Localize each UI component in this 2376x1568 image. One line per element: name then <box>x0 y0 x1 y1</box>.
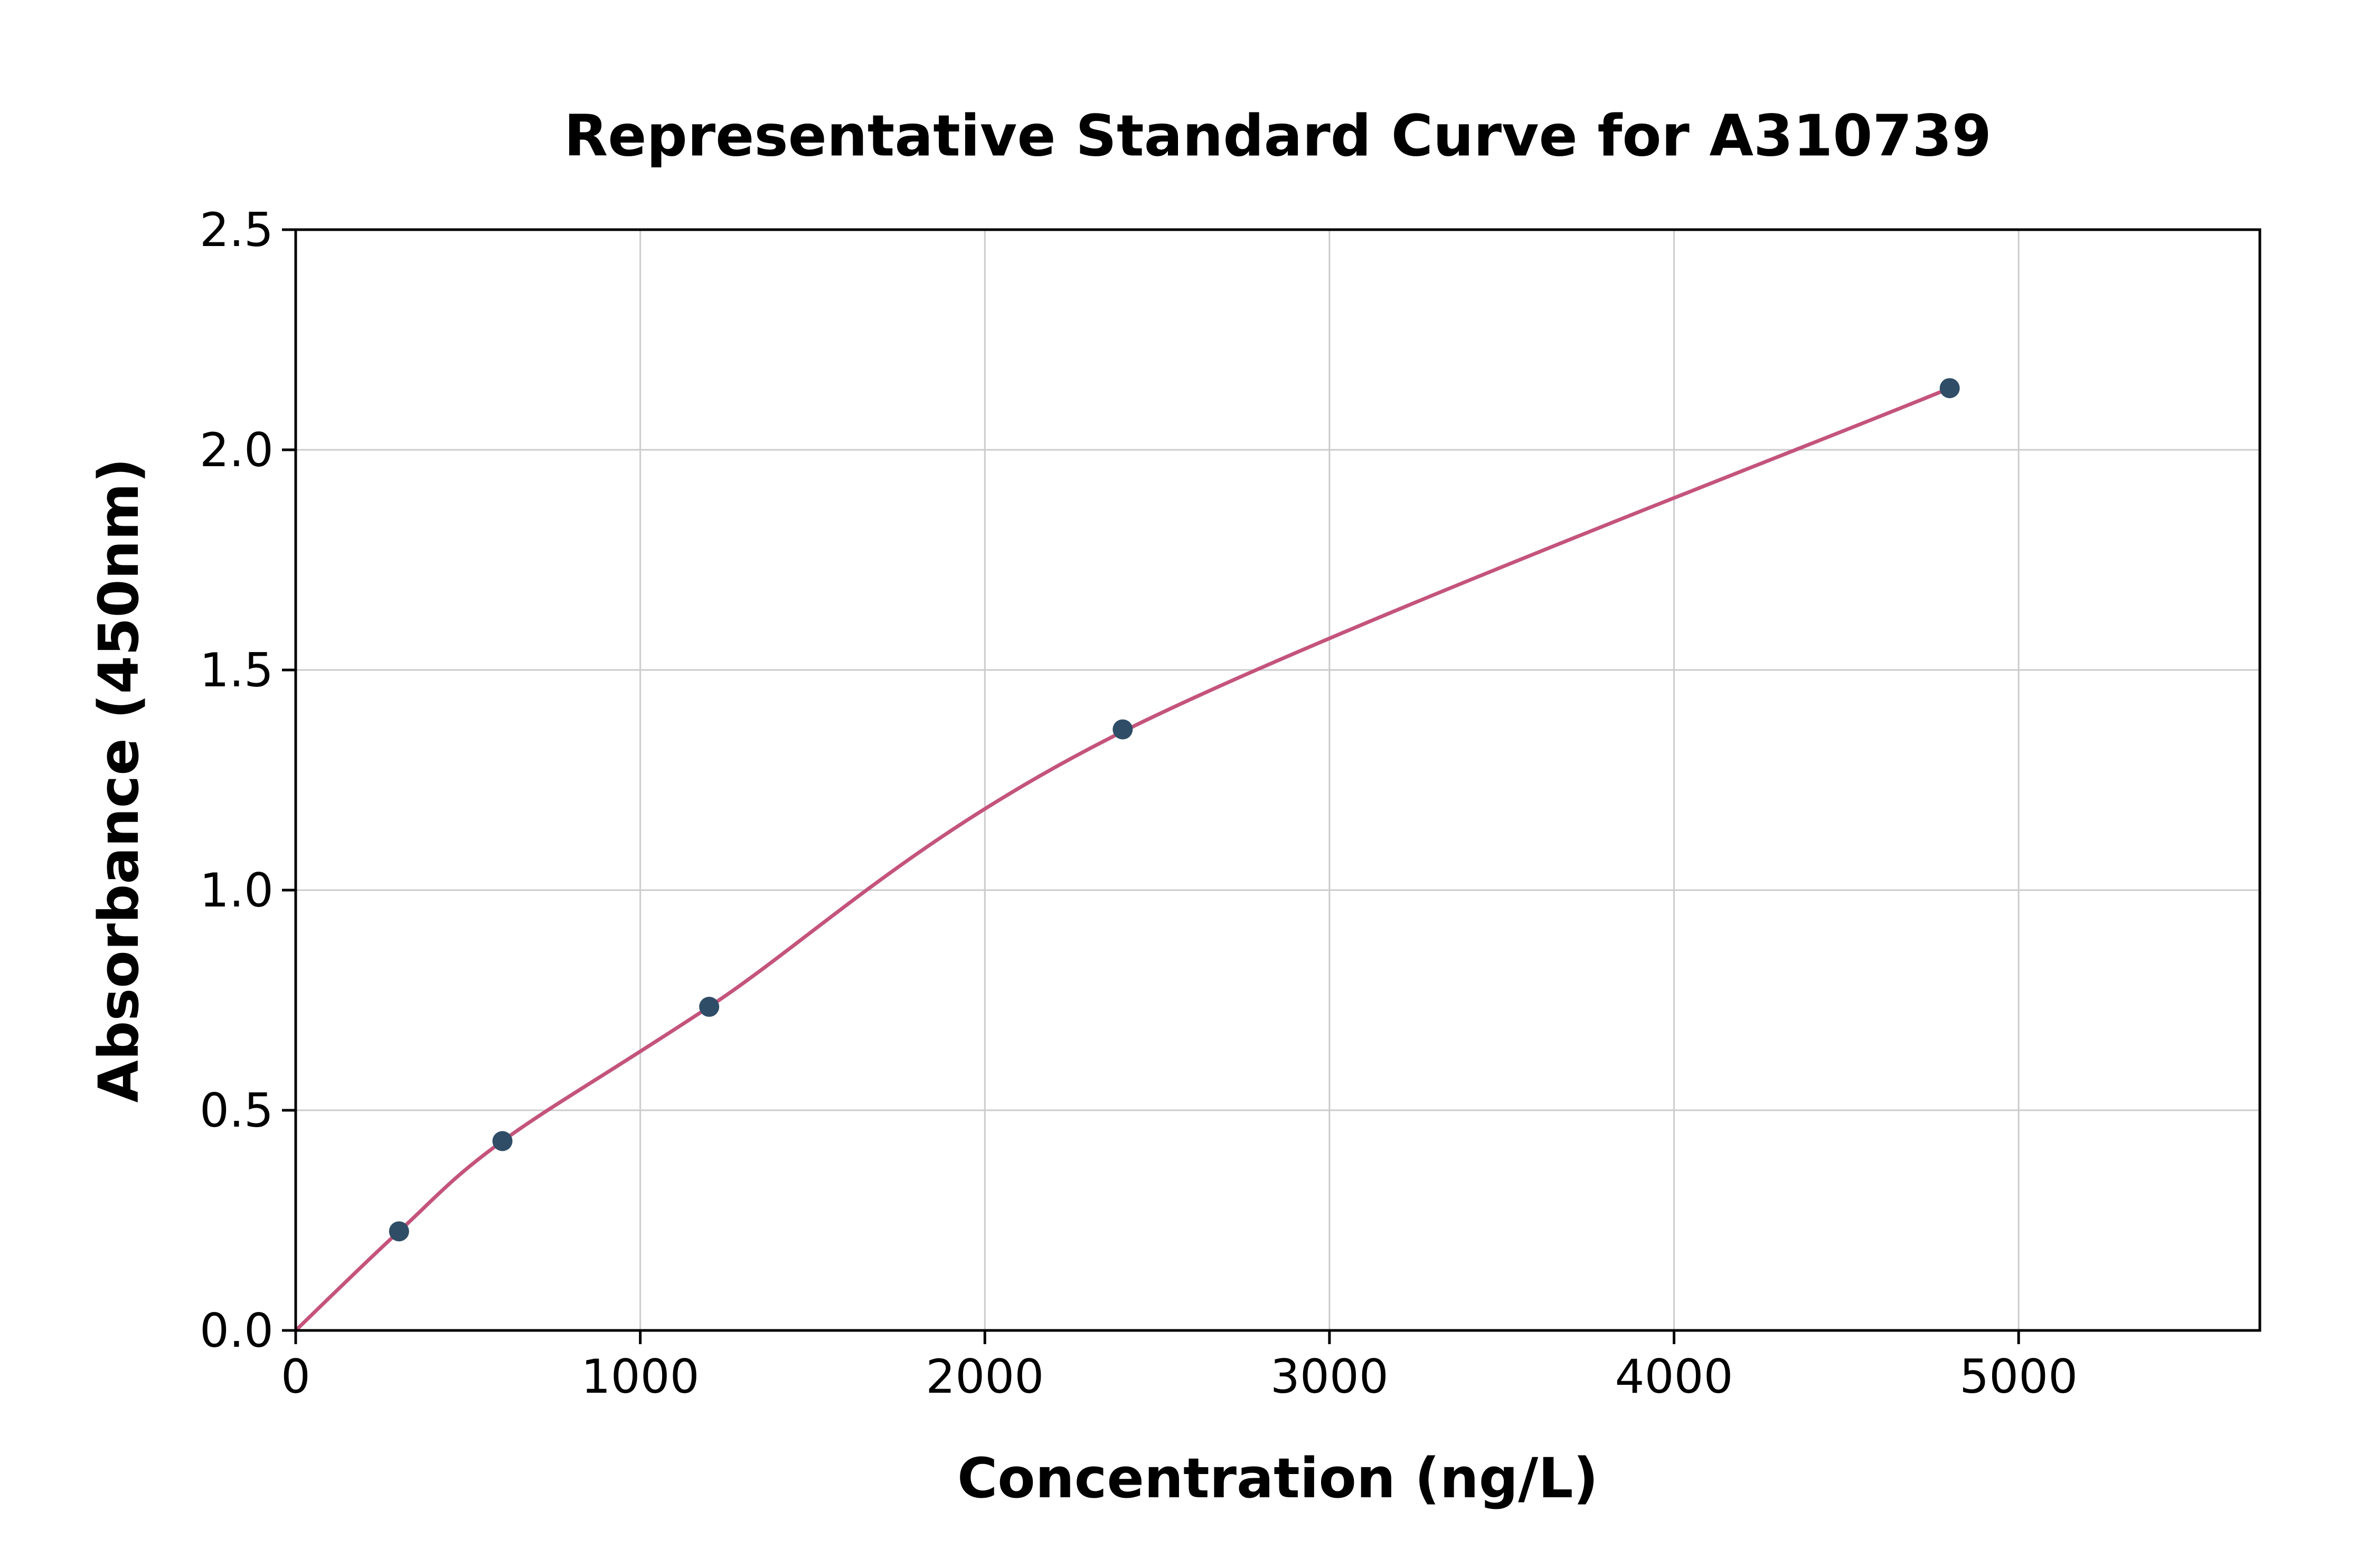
x-tick-label: 5000 <box>1959 1349 2078 1404</box>
y-tick-label: 2.5 <box>200 203 274 257</box>
y-tick-label: 2.0 <box>200 423 274 477</box>
y-tick-label: 1.0 <box>200 863 274 918</box>
data-point <box>1112 719 1133 740</box>
x-tick-label: 3000 <box>1270 1349 1389 1404</box>
x-tick-label: 0 <box>281 1349 310 1404</box>
y-tick-label: 1.5 <box>200 643 274 697</box>
data-point <box>1939 378 1960 399</box>
axes-border <box>294 228 2261 1332</box>
data-point <box>492 1131 513 1151</box>
x-tick-label: 1000 <box>581 1349 700 1404</box>
fitted-curve <box>294 386 1952 1333</box>
y-tick-label: 0.5 <box>200 1083 274 1138</box>
x-tick-label: 2000 <box>926 1349 1044 1404</box>
data-point <box>699 997 720 1017</box>
x-tick-label: 4000 <box>1615 1349 1733 1404</box>
data-point <box>389 1221 409 1242</box>
y-tick-label: 0.0 <box>200 1303 274 1358</box>
y-axis-label: Absorbance (450nm) <box>87 458 151 1103</box>
x-axis-label: Concentration (ng/L) <box>957 1446 1599 1510</box>
chart-title: Representative Standard Curve for A31073… <box>564 103 1992 169</box>
